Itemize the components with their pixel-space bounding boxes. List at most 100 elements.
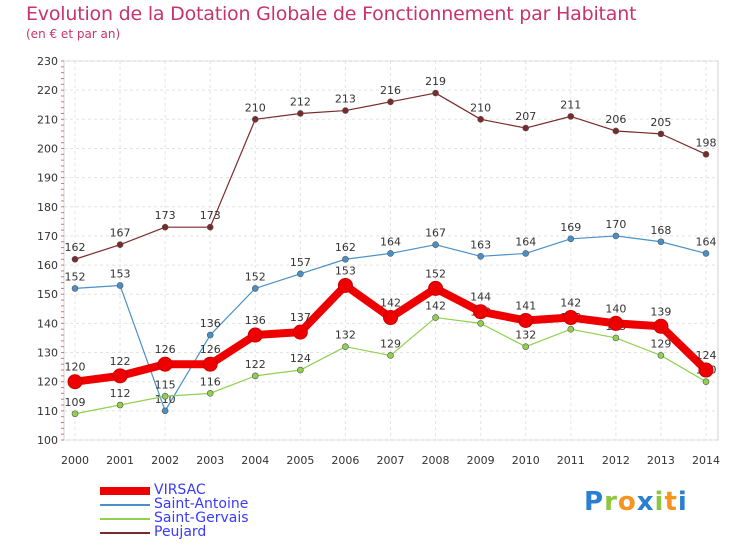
data-label-peujard: 162	[65, 241, 86, 254]
y-tick-label: 160	[37, 259, 58, 272]
y-tick-label: 120	[37, 376, 58, 389]
data-point-virsac	[428, 280, 444, 296]
data-label-peujard: 216	[380, 84, 401, 97]
data-point-saint-antoine	[477, 253, 484, 260]
x-tick-label: 2005	[286, 454, 314, 467]
data-point-saint-gervais	[116, 401, 124, 409]
data-point-virsac	[518, 312, 534, 328]
data-point-peujard	[477, 116, 484, 123]
data-point-peujard	[251, 116, 259, 123]
x-tick-label: 2004	[241, 454, 269, 467]
data-label-saint-antoine: 157	[290, 256, 311, 269]
data-label-virsac: 136	[245, 314, 266, 327]
data-point-peujard	[297, 110, 304, 117]
y-tick-label: 170	[37, 230, 58, 243]
data-label-saint-gervais: 115	[155, 378, 176, 391]
data-point-saint-antoine	[612, 232, 620, 240]
data-label-saint-antoine: 153	[110, 267, 131, 280]
data-label-saint-antoine: 164	[696, 235, 717, 248]
legend-swatch-saint-gervais	[100, 518, 150, 520]
data-label-peujard: 205	[650, 116, 671, 129]
data-point-virsac	[383, 310, 398, 326]
legend-label-saint-antoine: Saint-Antoine	[154, 496, 249, 512]
data-point-virsac	[247, 327, 263, 343]
data-label-saint-antoine: 170	[605, 218, 626, 231]
data-label-saint-gervais: 142	[425, 300, 446, 313]
y-tick-label: 230	[37, 55, 58, 68]
y-tick-label: 110	[37, 405, 58, 418]
data-label-saint-gervais: 122	[245, 358, 266, 371]
data-point-virsac	[67, 374, 83, 390]
x-tick-label: 2006	[331, 454, 359, 467]
data-point-saint-gervais	[206, 390, 214, 397]
data-label-peujard: 211	[560, 98, 581, 111]
data-label-saint-antoine: 164	[515, 235, 536, 248]
data-label-peujard: 213	[335, 93, 356, 106]
y-tick-label: 220	[37, 84, 58, 97]
data-point-peujard	[612, 127, 620, 135]
data-label-saint-antoine: 162	[335, 241, 356, 254]
y-tick-label: 140	[37, 317, 58, 330]
data-point-saint-antoine	[432, 241, 439, 248]
data-point-saint-gervais	[477, 320, 484, 327]
y-tick-label: 130	[37, 347, 58, 360]
data-point-peujard	[71, 255, 79, 263]
data-label-peujard: 173	[200, 209, 221, 222]
data-label-peujard: 167	[110, 227, 131, 240]
data-point-peujard	[567, 113, 575, 120]
x-tick-label: 2009	[467, 454, 495, 467]
proxiti-logo: Proxiti	[584, 487, 688, 517]
data-point-virsac	[473, 304, 489, 320]
y-tick-label: 180	[37, 201, 58, 214]
data-label-saint-antoine: 152	[245, 270, 266, 283]
data-label-virsac: 124	[696, 349, 717, 362]
data-label-saint-gervais: 129	[650, 337, 671, 350]
data-label-saint-antoine: 163	[470, 238, 491, 251]
data-label-peujard: 210	[470, 101, 491, 114]
data-label-peujard: 173	[155, 209, 176, 222]
data-point-virsac	[563, 310, 579, 326]
x-tick-label: 2012	[602, 454, 630, 467]
x-tick-label: 2014	[692, 454, 720, 467]
legend-label-saint-gervais: Saint-Gervais	[154, 510, 249, 526]
x-tick-label: 2011	[557, 454, 585, 467]
x-tick-label: 2010	[512, 454, 540, 467]
data-label-peujard: 210	[245, 101, 266, 114]
data-point-peujard	[432, 89, 439, 97]
data-label-saint-antoine: 167	[425, 227, 446, 240]
data-point-saint-gervais	[702, 378, 710, 385]
data-point-peujard	[342, 107, 349, 114]
x-tick-label: 2002	[151, 454, 179, 467]
data-point-saint-antoine	[251, 285, 259, 292]
x-tick-label: 2007	[377, 454, 405, 467]
legend: VIRSAC Saint-Antoine Saint-Gervais Peuja…	[100, 482, 300, 540]
data-point-virsac	[337, 277, 353, 293]
data-label-peujard: 207	[515, 110, 536, 123]
data-point-saint-antoine	[71, 285, 79, 292]
data-point-saint-gervais	[567, 325, 575, 333]
data-label-saint-gervais: 124	[290, 352, 311, 365]
x-tick-label: 2008	[422, 454, 450, 467]
data-point-saint-antoine	[387, 250, 394, 257]
legend-item-saint-gervais: Saint-Gervais	[100, 510, 300, 526]
data-label-saint-antoine: 164	[380, 235, 401, 248]
data-point-saint-gervais	[657, 352, 665, 359]
data-point-saint-gervais	[612, 334, 620, 342]
data-label-saint-gervais: 112	[110, 387, 131, 400]
data-label-virsac: 140	[605, 302, 626, 315]
data-point-saint-antoine	[567, 235, 575, 243]
data-point-saint-antoine	[116, 282, 124, 289]
data-label-saint-gervais: 109	[65, 396, 86, 409]
data-label-virsac: 122	[110, 355, 131, 368]
legend-label-peujard: Peujard	[154, 524, 207, 540]
data-label-peujard: 219	[425, 75, 446, 88]
data-point-saint-gervais	[342, 343, 349, 351]
legend-swatch-virsac	[100, 487, 150, 495]
data-label-saint-antoine: 169	[560, 221, 581, 234]
legend-label-virsac: VIRSAC	[154, 482, 206, 498]
data-label-virsac: 144	[470, 291, 491, 304]
data-label-virsac: 126	[155, 343, 176, 356]
data-point-virsac	[112, 368, 128, 384]
